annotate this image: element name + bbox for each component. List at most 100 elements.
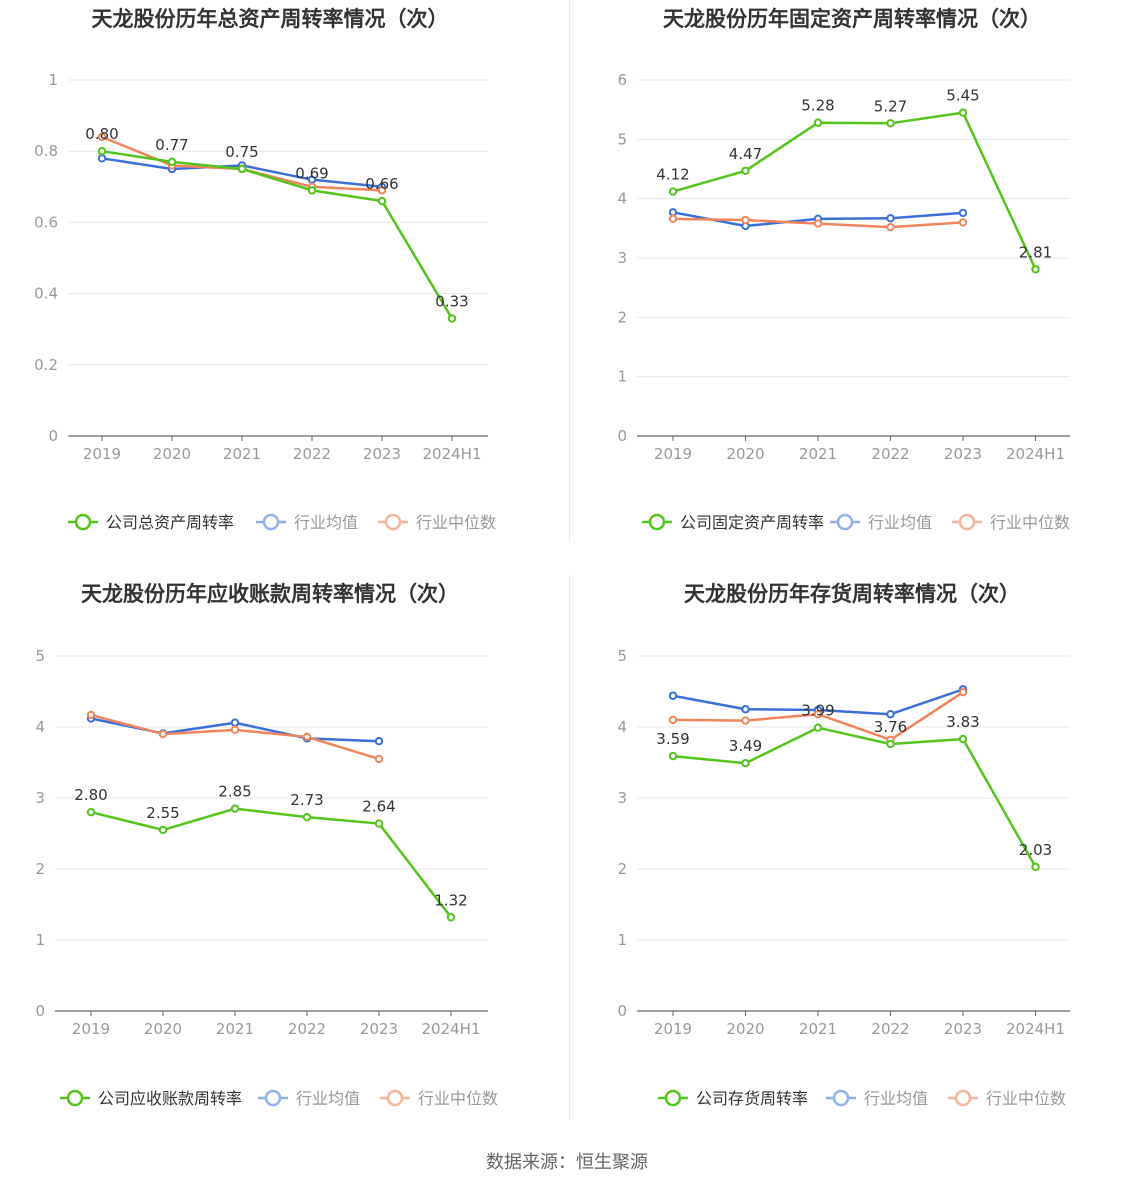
legend-item-avg: 行业均值 <box>258 1089 360 1108</box>
x-tick-label: 2019 <box>654 445 692 463</box>
x-tick-label: 2020 <box>726 445 764 463</box>
data-point-company <box>307 186 317 195</box>
x-tick-label: 2022 <box>288 1020 326 1038</box>
data-point-avg <box>668 208 678 217</box>
series-line-company <box>672 111 1037 270</box>
data-label: 0.80 <box>85 125 118 143</box>
data-point-company <box>446 913 456 922</box>
data-label: 5.45 <box>946 87 979 105</box>
data-point-avg <box>886 710 895 719</box>
data-label: 0.75 <box>225 143 258 161</box>
data-label: 3.76 <box>874 718 907 736</box>
data-point-company <box>86 808 96 817</box>
legend-item-avg: 行业均值 <box>826 1089 928 1108</box>
x-tick-label: 2024H1 <box>422 1020 481 1038</box>
legend-item-avg: 行业均值 <box>256 513 358 532</box>
legend-marker <box>664 1089 682 1107</box>
legend-marker <box>832 1089 850 1107</box>
x-tick-label: 2020 <box>144 1020 182 1038</box>
data-label: 2.80 <box>74 786 107 804</box>
y-tick-label: 3 <box>617 789 627 807</box>
data-point-company <box>374 819 384 828</box>
legend-label: 公司总资产周转率 <box>106 513 234 532</box>
data-point-company <box>167 157 177 167</box>
data-point-median <box>230 725 240 735</box>
legend: 公司应收账款周转率 行业均值 行业中位数 <box>60 1089 498 1108</box>
legend-marker <box>954 1089 972 1107</box>
y-tick-label: 0.4 <box>34 285 58 303</box>
data-point-median <box>741 215 750 225</box>
x-tick-label: 2022 <box>871 445 909 463</box>
legend-marker <box>386 1089 404 1107</box>
legend-marker <box>836 513 854 531</box>
data-label: 5.27 <box>874 97 907 115</box>
x-tick-label: 2024H1 <box>1006 445 1065 463</box>
x-tick-label: 2024H1 <box>423 445 482 463</box>
data-label: 4.12 <box>656 166 689 184</box>
data-point-company <box>1031 862 1040 872</box>
data-label: 3.49 <box>729 737 762 755</box>
x-tick-label: 2020 <box>726 1020 764 1038</box>
data-point-company <box>377 196 387 206</box>
data-label: 3.59 <box>656 730 689 748</box>
legend-label: 行业中位数 <box>986 1089 1066 1108</box>
legend-label: 公司存货周转率 <box>696 1089 808 1108</box>
legend-marker <box>74 513 92 531</box>
data-point-company <box>741 759 750 768</box>
x-tick-label: 2021 <box>799 1020 837 1038</box>
legend-item-avg: 行业均值 <box>830 513 932 532</box>
data-point-company <box>886 739 895 749</box>
legend-item-company: 公司存货周转率 <box>658 1089 808 1108</box>
data-point-company <box>158 825 168 835</box>
data-label: 1.32 <box>434 891 467 909</box>
legend-label: 行业中位数 <box>416 513 496 532</box>
legend-label: 公司固定资产周转率 <box>680 513 824 532</box>
data-point-median <box>374 754 384 764</box>
y-tick-label: 0 <box>48 427 58 445</box>
legend: 公司总资产周转率 行业均值 行业中位数 <box>68 513 496 532</box>
data-point-company <box>1031 265 1040 274</box>
legend-label: 行业均值 <box>864 1089 928 1108</box>
x-tick-label: 2023 <box>944 1020 982 1038</box>
data-label: 0.66 <box>365 175 398 193</box>
data-label: 2.55 <box>146 804 179 822</box>
data-point-avg <box>668 691 678 700</box>
y-tick-label: 1 <box>617 368 627 386</box>
data-point-median <box>958 218 968 227</box>
data-point-median <box>741 716 750 725</box>
chart-1: 天龙股份历年总资产周转率情况（次） 0 0.2 0.4 0.6 0.8 1 2019 2020 2… <box>34 7 496 532</box>
x-tick-label: 2019 <box>654 1020 692 1038</box>
x-tick-label: 2021 <box>216 1020 254 1038</box>
y-tick-label: 0 <box>35 1002 45 1020</box>
data-label: 3.83 <box>946 713 979 731</box>
legend-label: 行业均值 <box>294 513 358 532</box>
y-tick-label: 0 <box>617 1002 627 1020</box>
y-tick-label: 4 <box>617 718 627 736</box>
y-tick-label: 5 <box>617 130 627 148</box>
legend-marker <box>958 513 976 531</box>
divider-top <box>569 0 570 542</box>
data-point-company <box>886 119 895 128</box>
data-point-company <box>447 314 457 323</box>
y-tick-label: 0.8 <box>34 142 58 160</box>
data-point-median <box>886 222 895 232</box>
legend-marker <box>66 1089 84 1107</box>
data-point-avg <box>958 208 968 218</box>
series-line-company <box>672 726 1037 868</box>
data-point-company <box>230 804 240 813</box>
legend-label: 公司应收账款周转率 <box>98 1089 242 1108</box>
data-point-company <box>237 164 247 174</box>
data-label: 3.99 <box>801 702 834 720</box>
legend: 公司存货周转率 行业均值 行业中位数 <box>658 1089 1066 1108</box>
x-tick-label: 2022 <box>871 1020 909 1038</box>
data-point-company <box>813 118 823 127</box>
data-label: 2.03 <box>1019 841 1052 859</box>
chart-3: 天龙股份历年应收账款周转率情况（次） 0 1 2 3 4 5 2019 2020 2021 2022… <box>35 582 498 1108</box>
x-tick-label: 2021 <box>223 445 261 463</box>
y-tick-label: 0 <box>617 427 627 445</box>
data-source-label: 数据来源：恒生聚源 <box>486 1152 648 1173</box>
legend-item-median: 行业中位数 <box>952 513 1070 532</box>
legend-marker <box>648 513 666 531</box>
data-point-avg <box>741 705 750 714</box>
chart-title: 天龙股份历年存货周转率情况（次） <box>684 582 1020 606</box>
